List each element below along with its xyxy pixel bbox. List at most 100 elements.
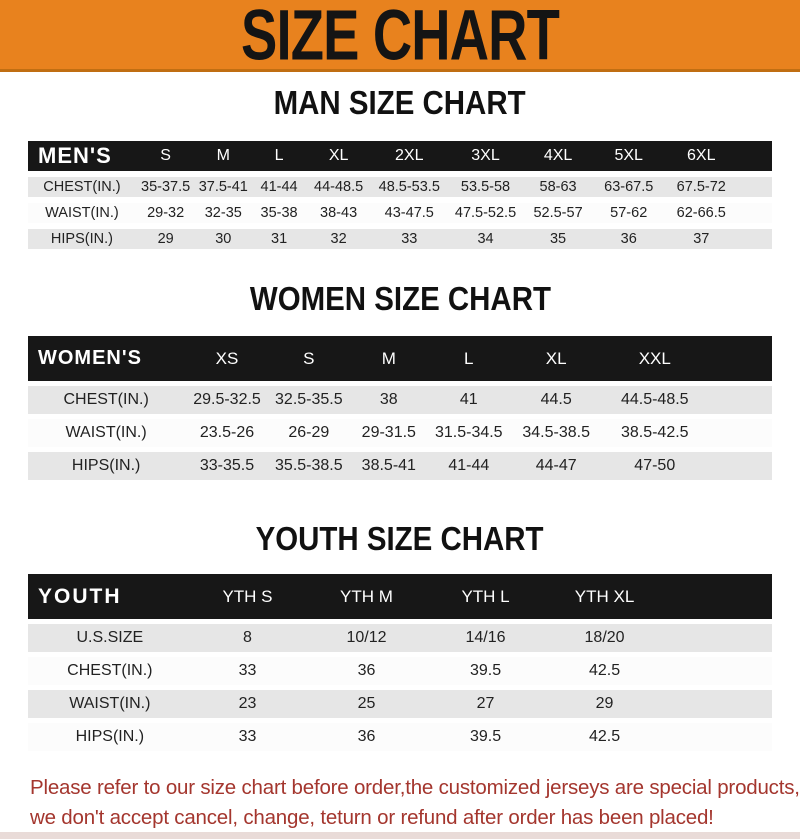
value-cell: 48.5-53.5 (370, 177, 449, 197)
value-cell: 29 (135, 229, 196, 249)
value-cell: 35-38 (251, 203, 307, 223)
size-column-header: M (347, 336, 430, 381)
size-column-header: 3XL (448, 141, 523, 171)
spacer-cell (704, 336, 772, 381)
value-cell: 67.5-72 (664, 177, 739, 197)
value-cell: 41-44 (251, 177, 307, 197)
value-cell: 25 (303, 690, 430, 718)
spacer-cell (667, 690, 772, 718)
table-row: WAIST(IN.) 23.5-26 26-29 29-31.5 31.5-34.5 34… (28, 419, 772, 447)
value-cell: 47-50 (604, 452, 705, 480)
value-cell: 23.5-26 (184, 419, 270, 447)
value-cell: 57-62 (593, 203, 665, 223)
spacer-cell (667, 657, 772, 685)
value-cell: 29-31.5 (347, 419, 430, 447)
value-cell: 31.5-34.5 (429, 419, 508, 447)
value-cell: 30 (195, 229, 252, 249)
spacer-cell (738, 229, 772, 249)
table-row: WAIST(IN.) 29-32 32-35 35-38 38-43 43-47.5 47.… (28, 203, 772, 223)
value-cell: 63-67.5 (593, 177, 665, 197)
value-cell: 35-37.5 (135, 177, 196, 197)
spacer-cell (667, 723, 772, 751)
size-column-header: XXL (604, 336, 705, 381)
row-label-cell: WAIST(IN.) (28, 203, 136, 223)
value-cell: 42.5 (541, 657, 668, 685)
row-label-cell: U.S.SIZE (28, 624, 192, 652)
value-cell: 33-35.5 (184, 452, 270, 480)
size-table-title-cell: WOMEN'S (28, 336, 185, 381)
men-heading-text: MAN SIZE CHART (274, 83, 526, 122)
value-cell: 35.5-38.5 (269, 452, 348, 480)
bottom-edge-strip (0, 832, 800, 839)
value-cell: 41 (429, 386, 508, 414)
size-column-header: 4XL (522, 141, 594, 171)
size-table-title-cell: YOUTH (28, 574, 192, 619)
value-cell: 44-47 (507, 452, 605, 480)
value-cell: 33 (191, 657, 304, 685)
section-men: MAN SIZE CHART MEN'S S M L XL 2XL 3XL 4XL 5XL 6XL… (0, 72, 800, 255)
value-cell: 26-29 (269, 419, 348, 447)
value-cell: 62-66.5 (664, 203, 739, 223)
spacer-cell (704, 452, 772, 480)
value-cell: 38.5-42.5 (604, 419, 705, 447)
spacer-cell (704, 419, 772, 447)
size-column-header: 2XL (370, 141, 449, 171)
size-column-header: XS (184, 336, 270, 381)
women-heading-text: WOMEN SIZE CHART (249, 279, 551, 318)
value-cell: 38 (347, 386, 430, 414)
value-cell: 44.5 (507, 386, 605, 414)
section-women: WOMEN SIZE CHART WOMEN'S XS S M L XL XXL CHEST(… (0, 255, 800, 485)
size-column-header: XL (306, 141, 371, 171)
value-cell: 36 (303, 723, 430, 751)
men-size-table: MEN'S S M L XL 2XL 3XL 4XL 5XL 6XL CHEST(IN.) 35-37… (28, 135, 772, 255)
table-row: HIPS(IN.) 33 36 39.5 42.5 (28, 723, 772, 751)
header-row: WOMEN'S XS S M L XL XXL (28, 336, 772, 381)
value-cell: 37 (664, 229, 739, 249)
value-cell: 32.5-35.5 (269, 386, 348, 414)
women-size-table: WOMEN'S XS S M L XL XXL CHEST(IN.) 29.5-32.5 32.5… (28, 331, 772, 485)
row-label-cell: CHEST(IN.) (28, 177, 136, 197)
order-notice-line-2: we don't accept cancel, change, teturn o… (30, 805, 714, 829)
value-cell: 33 (370, 229, 449, 249)
size-column-header: M (195, 141, 252, 171)
value-cell: 32 (306, 229, 371, 249)
value-cell: 37.5-41 (195, 177, 252, 197)
youth-section-heading: YOUTH SIZE CHART (0, 519, 800, 558)
table-row: HIPS(IN.) 33-35.5 35.5-38.5 38.5-41 41-44 44-… (28, 452, 772, 480)
value-cell: 44-48.5 (306, 177, 371, 197)
value-cell: 52.5-57 (522, 203, 594, 223)
size-chart-banner: SIZE CHART (0, 0, 800, 75)
size-column-header: L (251, 141, 307, 171)
value-cell: 14/16 (429, 624, 542, 652)
banner-title: SIZE CHART (241, 0, 560, 75)
value-cell: 36 (303, 657, 430, 685)
value-cell: 36 (593, 229, 665, 249)
value-cell: 38.5-41 (347, 452, 430, 480)
size-column-header: XL (507, 336, 605, 381)
table-row: CHEST(IN.) 33 36 39.5 42.5 (28, 657, 772, 685)
size-column-header: 5XL (593, 141, 665, 171)
table-row: CHEST(IN.) 29.5-32.5 32.5-35.5 38 41 44.5 44.5… (28, 386, 772, 414)
value-cell: 44.5-48.5 (604, 386, 705, 414)
women-section-heading: WOMEN SIZE CHART (0, 279, 800, 318)
value-cell: 29-32 (135, 203, 196, 223)
table-row: CHEST(IN.) 35-37.5 37.5-41 41-44 44-48.5 48.5… (28, 177, 772, 197)
size-column-header: YTH XL (541, 574, 668, 619)
size-column-header: S (269, 336, 348, 381)
size-column-header: YTH S (191, 574, 304, 619)
row-label-cell: HIPS(IN.) (28, 452, 185, 480)
size-column-header: L (429, 336, 508, 381)
youth-heading-text: YOUTH SIZE CHART (256, 519, 544, 558)
value-cell: 10/12 (303, 624, 430, 652)
row-label-cell: WAIST(IN.) (28, 419, 185, 447)
value-cell: 35 (522, 229, 594, 249)
order-notice-line-1: Please refer to our size chart before or… (30, 776, 800, 799)
value-cell: 8 (191, 624, 304, 652)
size-column-header: S (135, 141, 196, 171)
table-row: HIPS(IN.) 29 30 31 32 33 34 35 36 37 (28, 229, 772, 249)
spacer-cell (738, 203, 772, 223)
value-cell: 27 (429, 690, 542, 718)
value-cell: 33 (191, 723, 304, 751)
header-row: YOUTH YTH S YTH M YTH L YTH XL (28, 574, 772, 619)
value-cell: 31 (251, 229, 307, 249)
